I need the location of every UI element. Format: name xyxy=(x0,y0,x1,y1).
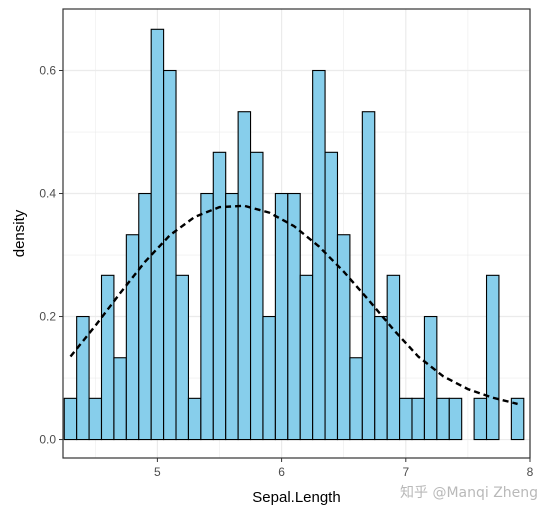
histogram-bar xyxy=(274,192,289,441)
panel-border xyxy=(62,8,531,459)
histogram-bar xyxy=(249,151,264,441)
y-tick-label: 0.2 xyxy=(39,310,56,324)
histogram-bar xyxy=(76,315,90,441)
histogram-bar xyxy=(125,234,140,441)
histogram-bar xyxy=(163,69,177,441)
histogram-bar xyxy=(312,69,326,441)
histogram-bar xyxy=(510,397,525,441)
y-tick-label: 0.4 xyxy=(39,187,56,201)
y-tick-label: 0.0 xyxy=(39,433,56,447)
x-tick-label: 5 xyxy=(154,465,161,479)
histogram-bar xyxy=(100,274,115,441)
x-axis-title: Sepal.Length xyxy=(252,489,340,506)
watermark: 知乎 @Manqi Zheng xyxy=(400,485,539,501)
y-tick-label: 0.6 xyxy=(39,64,56,78)
histogram-bar xyxy=(150,28,165,441)
histogram-bar xyxy=(485,274,500,441)
x-tick-label: 8 xyxy=(527,465,534,479)
histogram-bar xyxy=(212,151,227,441)
histogram-bar xyxy=(88,397,103,441)
histogram-bar xyxy=(349,357,363,441)
histogram-bars xyxy=(63,28,525,441)
histogram-bar xyxy=(386,274,401,441)
histogram-bar xyxy=(187,397,202,441)
histogram-bar xyxy=(436,397,450,441)
axis-ticks: 5 6 7 8 0.0 0.2 0.4 0.6 xyxy=(39,64,533,479)
histogram-bar xyxy=(299,274,314,441)
histogram-bar xyxy=(448,397,463,441)
histogram-bar xyxy=(138,192,152,441)
histogram-bar xyxy=(361,111,376,441)
histogram-bar xyxy=(336,234,351,441)
histogram-bar xyxy=(175,274,189,441)
histogram-bar xyxy=(399,397,413,441)
histogram-bar xyxy=(200,192,214,441)
histogram-bar xyxy=(225,192,239,441)
histogram-bar xyxy=(411,397,425,441)
histogram-bar xyxy=(262,315,276,441)
histogram-bar xyxy=(237,111,252,441)
histogram-bar xyxy=(473,397,488,441)
x-tick-label: 6 xyxy=(278,465,285,479)
histogram-bar xyxy=(423,315,438,441)
density-curve xyxy=(69,204,518,406)
histogram-bar xyxy=(324,151,339,441)
histogram-bar xyxy=(113,357,127,441)
x-tick-label: 7 xyxy=(402,465,409,479)
histogram-bar xyxy=(287,192,301,441)
histogram-bar xyxy=(63,397,78,441)
histogram-bar xyxy=(374,315,388,441)
y-axis-title: density xyxy=(11,209,28,257)
